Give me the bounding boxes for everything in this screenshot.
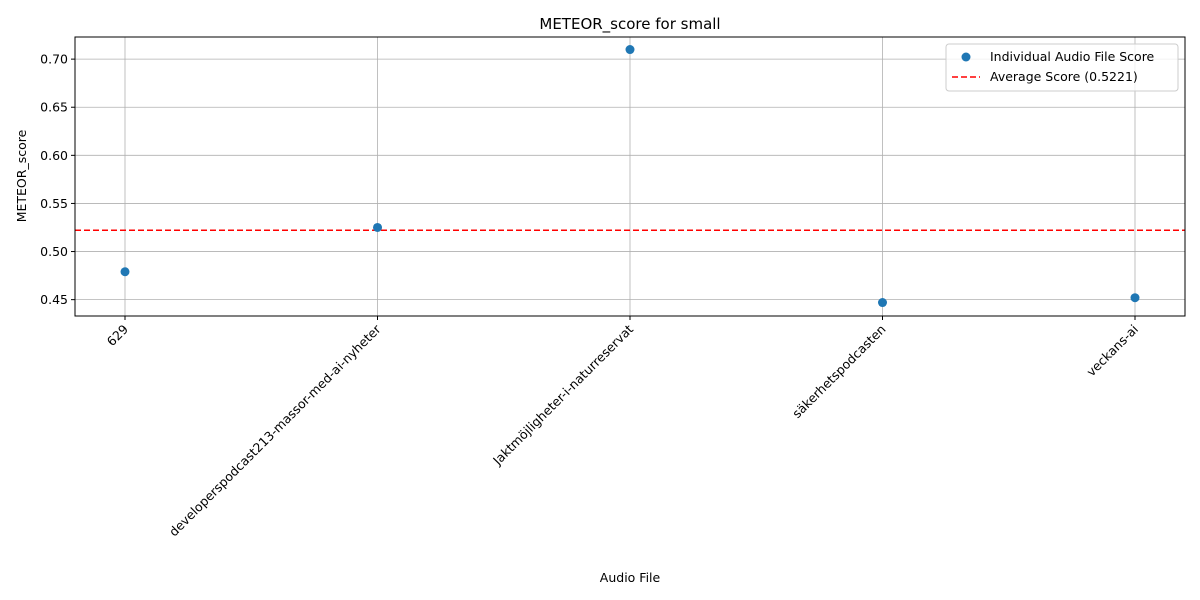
data-point xyxy=(373,222,382,232)
chart-title: METEOR_score for small xyxy=(539,15,720,34)
y-tick-label: 0.70 xyxy=(40,52,68,67)
legend: Individual Audio File Score Average Scor… xyxy=(945,43,1179,92)
legend-box xyxy=(945,43,1179,92)
data-point xyxy=(120,267,130,277)
y-tick-label: 0.50 xyxy=(40,244,68,259)
y-axis: 0.45 0.50 0.55 0.60 0.65 0.70 xyxy=(40,52,75,307)
grid xyxy=(75,37,1185,316)
y-tick-label: 0.45 xyxy=(40,292,68,307)
legend-label-average: Average Score (0.5221) xyxy=(990,69,1138,84)
data-point xyxy=(878,298,887,308)
y-tick-label: 0.65 xyxy=(40,100,68,115)
x-axis-title: Audio File xyxy=(600,570,661,585)
data-point xyxy=(1130,293,1140,303)
y-tick-label: 0.60 xyxy=(40,148,68,163)
legend-marker-scatter xyxy=(961,52,971,62)
y-axis-title: METEOR_score xyxy=(14,129,29,222)
data-point xyxy=(625,45,635,55)
y-tick-label: 0.55 xyxy=(40,196,68,211)
legend-label-scatter: Individual Audio File Score xyxy=(990,49,1155,64)
scatter-points xyxy=(120,45,1140,308)
